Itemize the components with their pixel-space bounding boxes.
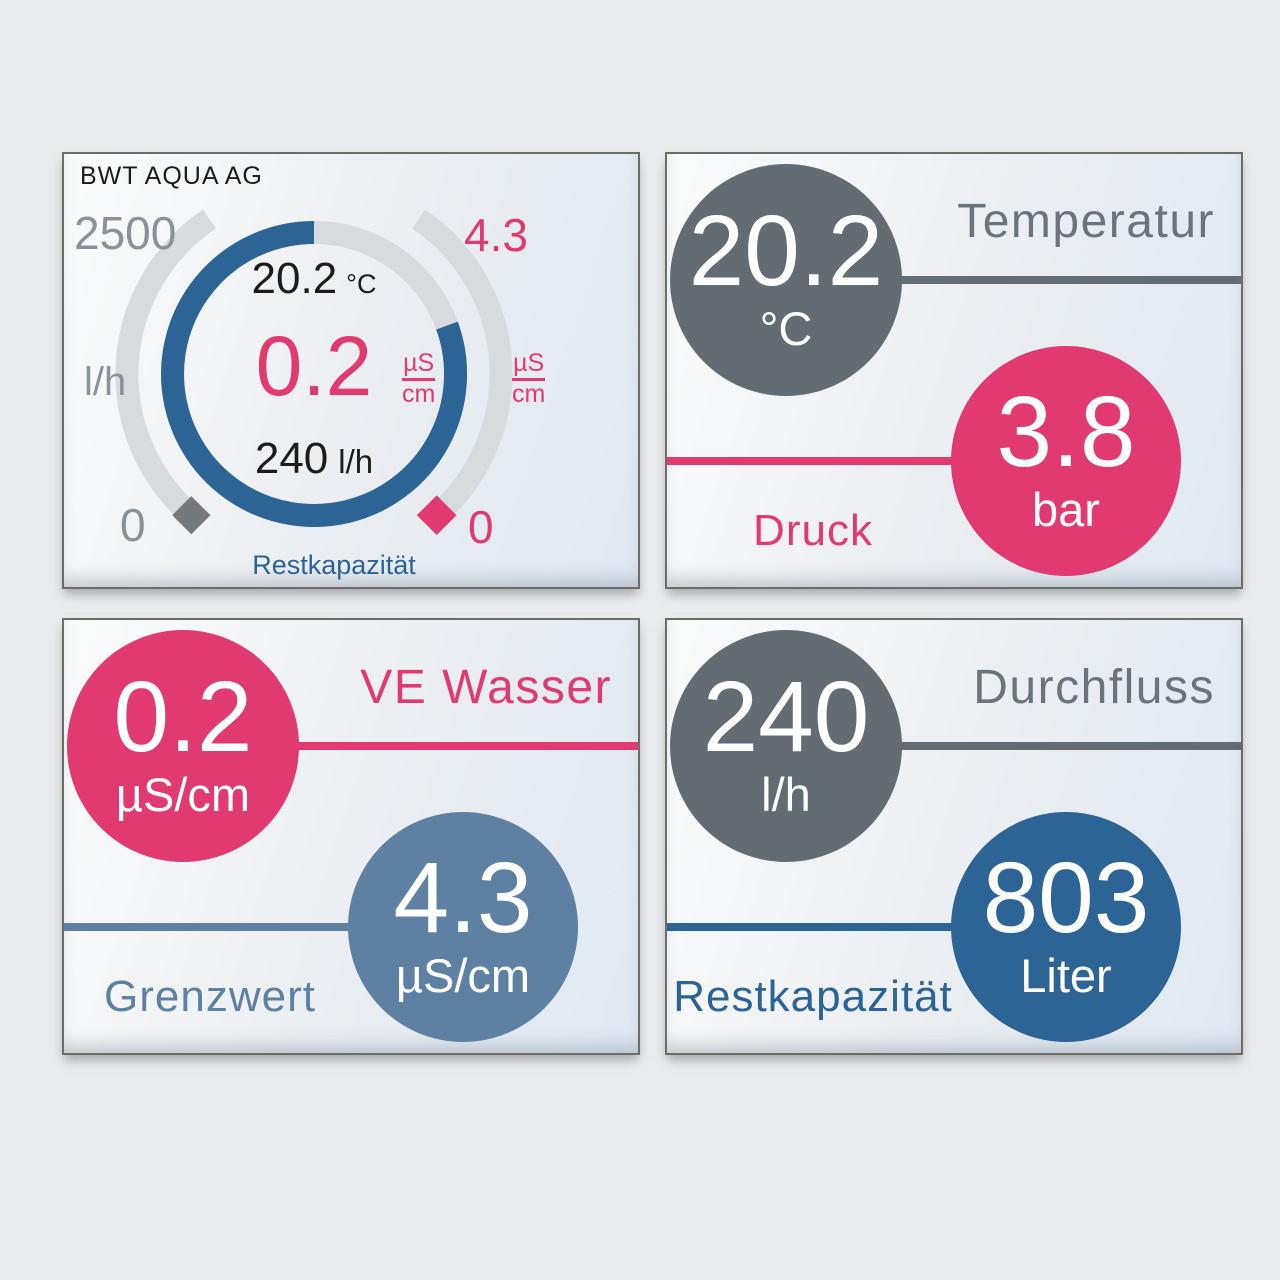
conductivity-circle: 0.2 µS/cm	[67, 630, 299, 862]
unit-denominator: cm	[402, 379, 436, 408]
durchfluss-panel: Durchfluss 240 l/h 803 Liter Restkapazit…	[665, 618, 1243, 1055]
pressure-unit: bar	[1032, 483, 1100, 537]
secondary-connector-line	[64, 923, 463, 931]
temperature-unit: °C	[759, 302, 813, 356]
panel-title: Temperatur	[957, 195, 1215, 248]
center-temperature-readout: 20.2 °C	[64, 254, 564, 304]
temperature-circle: 20.2 °C	[670, 164, 902, 396]
temperature-unit: °C	[346, 269, 377, 299]
remaining-capacity-value: 803	[982, 842, 1150, 955]
remaining-capacity-circle: 803 Liter	[951, 812, 1181, 1042]
unit-numerator: µS	[512, 350, 546, 381]
center-flow-readout: 240 l/h	[64, 434, 564, 484]
flow-scale-max: 2500	[74, 207, 177, 259]
center-conductivity-readout: 0.2	[64, 318, 564, 415]
conductivity-scale-max: 4.3	[464, 209, 528, 261]
gauge-ring-fill	[161, 221, 468, 527]
limit-label: Grenzwert	[104, 972, 316, 1021]
conductivity-value: 0.2	[255, 319, 373, 413]
flow-scale-unit: l/h	[84, 360, 127, 404]
limit-circle: 4.3 µS/cm	[348, 812, 578, 1042]
panel-title: VE Wasser	[360, 661, 612, 714]
pressure-label: Druck	[753, 506, 873, 555]
conductivity-scale-arc	[412, 209, 513, 524]
temperature-pressure-panel: Temperatur 20.2 °C 3.8 bar Druck	[665, 152, 1243, 589]
remaining-capacity-label: Restkapazität	[673, 972, 953, 1021]
conductivity-scale-min: 0	[468, 501, 494, 553]
primary-connector-line	[786, 276, 1241, 284]
pressure-value: 3.8	[996, 376, 1136, 489]
pressure-circle: 3.8 bar	[951, 346, 1181, 576]
remaining-capacity-unit: Liter	[1020, 949, 1112, 1003]
flow-value: 240	[702, 661, 870, 774]
conductivity-value: 0.2	[113, 661, 253, 774]
flow-unit: l/h	[338, 443, 374, 480]
unit-numerator: µS	[402, 350, 436, 381]
gauge-panel: BWT AQUA AG 2500 4.3 l/h 0 0 µS cm 20.2 …	[62, 152, 640, 589]
flow-scale-min: 0	[120, 499, 146, 551]
unit-denominator: cm	[512, 379, 546, 408]
secondary-connector-line	[667, 457, 1066, 465]
flow-scale-arc	[115, 209, 216, 524]
brand-label: BWT AQUA AG	[80, 162, 263, 190]
panel-title: Durchfluss	[973, 661, 1215, 714]
ve-wasser-panel: VE Wasser 0.2 µS/cm 4.3 µS/cm Grenzwert	[62, 618, 640, 1055]
temperature-value: 20.2	[688, 195, 884, 308]
flow-value: 240	[254, 434, 329, 483]
secondary-connector-line	[667, 923, 1066, 931]
temperature-value: 20.2	[251, 254, 338, 303]
conductivity-readout-unit: µS cm	[402, 350, 435, 407]
limit-unit: µS/cm	[395, 949, 531, 1003]
flow-circle: 240 l/h	[670, 630, 902, 862]
gauge-caption: Restkapazität	[252, 550, 416, 580]
primary-connector-line	[183, 742, 638, 750]
limit-value: 4.3	[393, 842, 533, 955]
flow-unit: l/h	[761, 768, 811, 822]
conductivity-scale-unit: µS cm	[512, 350, 545, 407]
capacity-gauge	[115, 209, 513, 535]
conductivity-unit: µS/cm	[115, 768, 251, 822]
primary-connector-line	[786, 742, 1241, 750]
